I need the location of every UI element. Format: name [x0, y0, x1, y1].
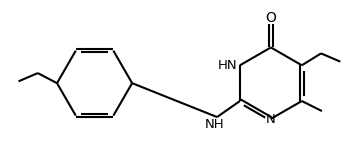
Text: NH: NH	[205, 118, 224, 131]
Text: N: N	[266, 113, 276, 126]
Text: O: O	[266, 11, 276, 25]
Text: HN: HN	[218, 59, 238, 72]
